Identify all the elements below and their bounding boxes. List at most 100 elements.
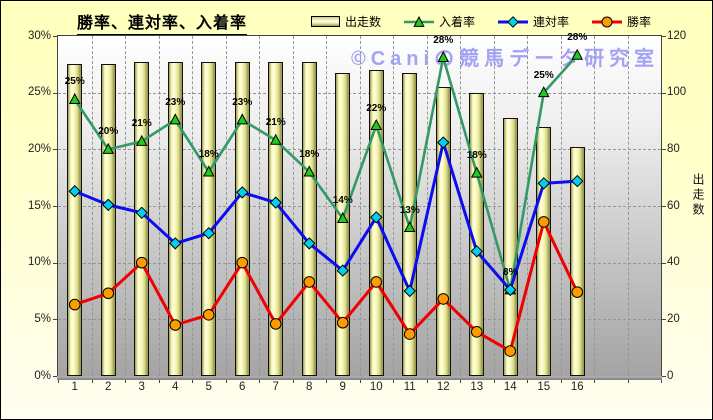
left-axis-tick [53,36,57,37]
data-label: 25% [64,76,85,88]
勝率-marker [169,319,182,331]
right-axis-tick [662,376,666,377]
right-axis-title: 出走数 [691,173,705,218]
vertical-gridline [594,36,595,376]
x-axis-label: 9 [339,381,346,393]
left-axis-tick-label: 15% [27,199,51,212]
data-label: 21% [265,117,286,129]
x-axis-label: 3 [138,381,145,393]
data-label: 28% [567,32,588,44]
連対率-marker [537,177,550,190]
legend-label-place-rate: 入着率 [439,15,476,29]
入着率-marker [370,118,383,131]
legend-label-quinella-rate: 連対率 [533,15,570,29]
入着率-marker [68,92,81,104]
starts-bar [234,61,250,376]
入着率-marker [202,165,215,177]
right-axis-tick-label: 40 [667,256,680,269]
vertical-gridline [125,36,126,376]
right-axis-tick [662,262,666,264]
勝率-marker [202,309,215,321]
勝率-marker [370,276,383,288]
連対率-marker [370,211,383,224]
right-axis-tick [662,319,666,321]
place-rate-line-icon [404,15,435,27]
連対率-marker [504,283,517,297]
x-axis-label: 10 [369,381,383,393]
連対率-marker [169,237,182,250]
vertical-gridline [91,36,93,376]
chart-title: 勝率、連対率、入着率 [77,9,248,36]
x-axis-label: 15 [537,381,551,393]
連対率-marker [437,136,450,149]
勝率-marker [571,286,584,298]
x-axis-label: 7 [272,381,279,393]
連対率-marker [135,206,148,220]
right-axis-tick-label: 80 [667,142,680,155]
x-axis-line [57,376,662,380]
勝率-marker [236,256,249,269]
right-axis-tick [662,206,666,207]
right-axis-tick-label: 0 [667,369,674,382]
left-axis-tick-label: 25% [27,86,51,99]
plot-area: 25% 20% 21% 23% 18% 23% 21% 18% 14% 22% 13% 28% 18% 8… [57,32,662,377]
連対率-marker [303,237,316,250]
入着率-marker [303,165,316,177]
vertical-gridline [259,36,260,376]
vertical-gridline [225,36,227,376]
x-axis-label: 14 [503,381,517,393]
left-axis-tick-label: 20% [27,142,51,155]
legend-item-place-rate: 入着率 [404,13,475,30]
legend-label-starts: 出走数 [345,15,382,29]
starts-bar [301,61,317,376]
right-axis-tick [662,36,666,37]
left-axis-tick [53,92,57,94]
勝率-marker [336,316,349,329]
入着率-marker [102,142,115,154]
bar-series-icon [311,16,340,27]
data-label: 21% [131,118,152,130]
data-label: 22% [366,102,387,114]
data-label: 23% [165,96,186,108]
starts-bar [569,146,585,376]
vertical-gridline [527,36,528,376]
vertical-gridline [460,36,461,376]
data-label: 8% [503,266,518,278]
入着率-marker [437,50,450,63]
legend: 出走数 入着率 連対率 勝率 [311,13,651,30]
vertical-gridline [192,36,193,376]
legend-label-win-rate: 勝率 [627,15,652,29]
入着率-marker [135,134,148,146]
vertical-gridline [326,36,327,376]
x-axis-label: 12 [436,381,450,393]
series-lines-layer [68,48,584,357]
left-axis-tick [53,262,57,264]
data-label: 28% [433,34,454,46]
勝率-marker [437,293,450,305]
x-axis-label: 1 [71,381,78,393]
連対率-marker [470,245,483,258]
勝率-marker [403,328,416,340]
勝率-marker [102,287,115,300]
x-axis-label: 13 [470,381,484,393]
vertical-gridline [359,36,361,376]
連対率-marker [202,226,215,240]
left-axis-tick [53,206,57,207]
勝率-marker [135,256,148,269]
right-axis-tick-label: 120 [667,29,687,42]
入着率-marker [537,86,550,98]
入着率-marker [470,166,483,178]
勝率-marker [269,318,282,330]
勝率-marker [68,298,81,311]
x-axis-label: 5 [205,381,212,393]
x-axis-label: 8 [306,381,313,393]
right-axis-tick [662,149,666,151]
入着率-marker [269,133,282,145]
x-axis-label: 4 [172,381,179,393]
入着率-marker [571,48,584,60]
x-axis-label: 6 [239,381,246,393]
left-axis-tick [53,376,57,377]
連対率-marker [403,284,416,298]
vertical-gridline [426,36,428,376]
